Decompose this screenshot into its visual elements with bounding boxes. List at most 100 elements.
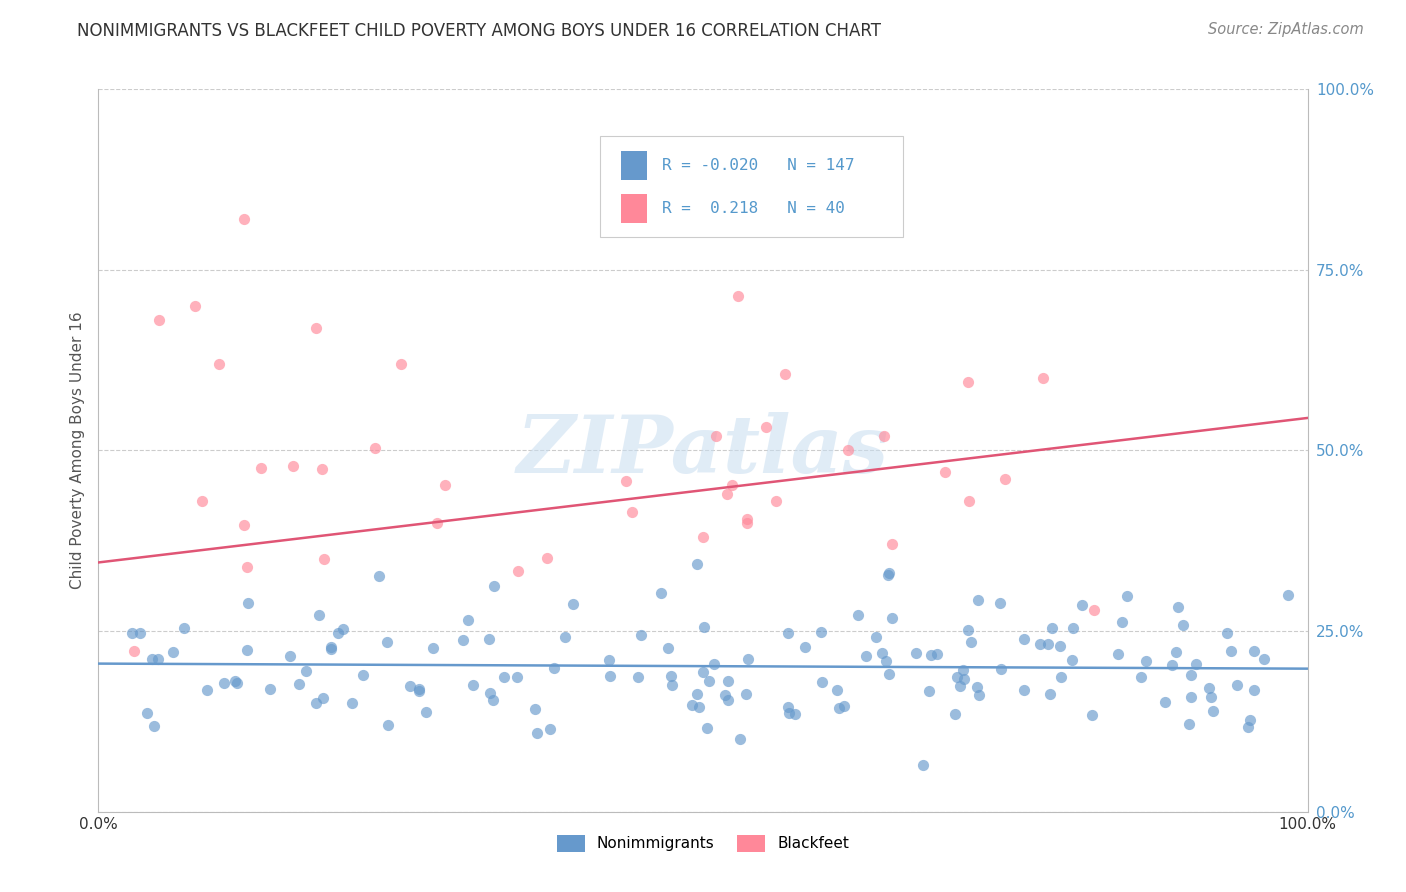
Point <box>1171 618 1194 632</box>
Point <box>925 647 948 661</box>
Point <box>408 683 430 698</box>
Point <box>953 672 976 686</box>
Point <box>314 552 336 566</box>
Point <box>129 626 152 640</box>
Text: R =  0.218   N = 40: R = 0.218 N = 40 <box>662 201 845 216</box>
Point <box>319 641 342 656</box>
Point <box>543 661 565 675</box>
Point <box>870 646 893 660</box>
Point <box>281 458 304 473</box>
Point <box>377 718 399 732</box>
Point <box>957 623 980 637</box>
Point <box>141 652 163 666</box>
Point <box>785 707 807 722</box>
Text: ZIPatlas: ZIPatlas <box>517 412 889 489</box>
Point <box>650 586 672 600</box>
Point <box>478 686 501 700</box>
Point <box>415 705 437 719</box>
Point <box>162 645 184 659</box>
Point <box>1071 598 1094 612</box>
Point <box>1220 644 1243 658</box>
Point <box>988 597 1011 611</box>
Point <box>945 670 967 684</box>
Point <box>967 688 990 702</box>
Point <box>865 630 887 644</box>
Point <box>1028 637 1050 651</box>
Point <box>755 420 778 434</box>
Y-axis label: Child Poverty Among Boys Under 16: Child Poverty Among Boys Under 16 <box>70 311 86 590</box>
Point <box>727 289 749 303</box>
Point <box>688 699 710 714</box>
Point <box>952 663 974 677</box>
Point <box>717 673 740 688</box>
Point <box>877 667 900 681</box>
Point <box>554 630 576 644</box>
Point <box>233 518 256 533</box>
Point <box>686 687 709 701</box>
Point <box>846 607 869 622</box>
Point <box>1239 713 1261 727</box>
Point <box>778 706 800 721</box>
Point <box>1164 645 1187 659</box>
Point <box>1116 589 1139 603</box>
Point <box>1167 600 1189 615</box>
Point <box>352 668 374 682</box>
Point <box>627 670 650 684</box>
Point <box>1081 707 1104 722</box>
Point <box>225 676 247 690</box>
Point <box>837 443 859 458</box>
Point <box>526 726 548 740</box>
Point <box>122 644 145 658</box>
Point <box>364 441 387 455</box>
Point <box>811 675 834 690</box>
Point <box>287 677 309 691</box>
Point <box>1038 637 1060 651</box>
Point <box>506 565 529 579</box>
Text: NONIMMIGRANTS VS BLACKFEET CHILD POVERTY AMONG BOYS UNDER 16 CORRELATION CHART: NONIMMIGRANTS VS BLACKFEET CHILD POVERTY… <box>77 22 882 40</box>
Point <box>920 648 942 663</box>
Point <box>1243 644 1265 658</box>
Point <box>810 625 832 640</box>
Point <box>990 662 1012 676</box>
Text: R = -0.020   N = 147: R = -0.020 N = 147 <box>662 158 855 172</box>
Point <box>630 628 652 642</box>
Point <box>1153 695 1175 709</box>
Point <box>713 688 735 702</box>
Point <box>721 477 744 491</box>
Point <box>208 357 231 371</box>
FancyBboxPatch shape <box>600 136 903 237</box>
Point <box>793 640 815 654</box>
Point <box>482 579 505 593</box>
Point <box>1237 720 1260 734</box>
Bar <box>621 151 647 179</box>
Point <box>911 758 934 772</box>
Point <box>877 566 900 580</box>
Point <box>686 557 709 571</box>
Point <box>506 670 529 684</box>
Point <box>735 516 758 530</box>
Point <box>259 682 281 697</box>
Point <box>375 634 398 648</box>
Point <box>778 626 800 640</box>
Point <box>422 641 444 656</box>
Point <box>1062 652 1084 666</box>
Point <box>994 472 1017 486</box>
Point <box>697 673 720 688</box>
Point <box>735 687 758 701</box>
Point <box>704 429 727 443</box>
Point <box>703 657 725 671</box>
Point <box>328 625 350 640</box>
Point <box>1180 690 1202 705</box>
Point <box>659 669 682 683</box>
Point <box>882 611 904 625</box>
Point <box>1062 622 1084 636</box>
Point <box>457 613 479 627</box>
Point <box>737 652 759 666</box>
Point <box>966 680 988 694</box>
Point <box>1050 670 1073 684</box>
Point <box>828 700 851 714</box>
Point <box>880 537 903 551</box>
Point <box>321 640 343 654</box>
Point <box>661 677 683 691</box>
Point <box>389 357 412 371</box>
